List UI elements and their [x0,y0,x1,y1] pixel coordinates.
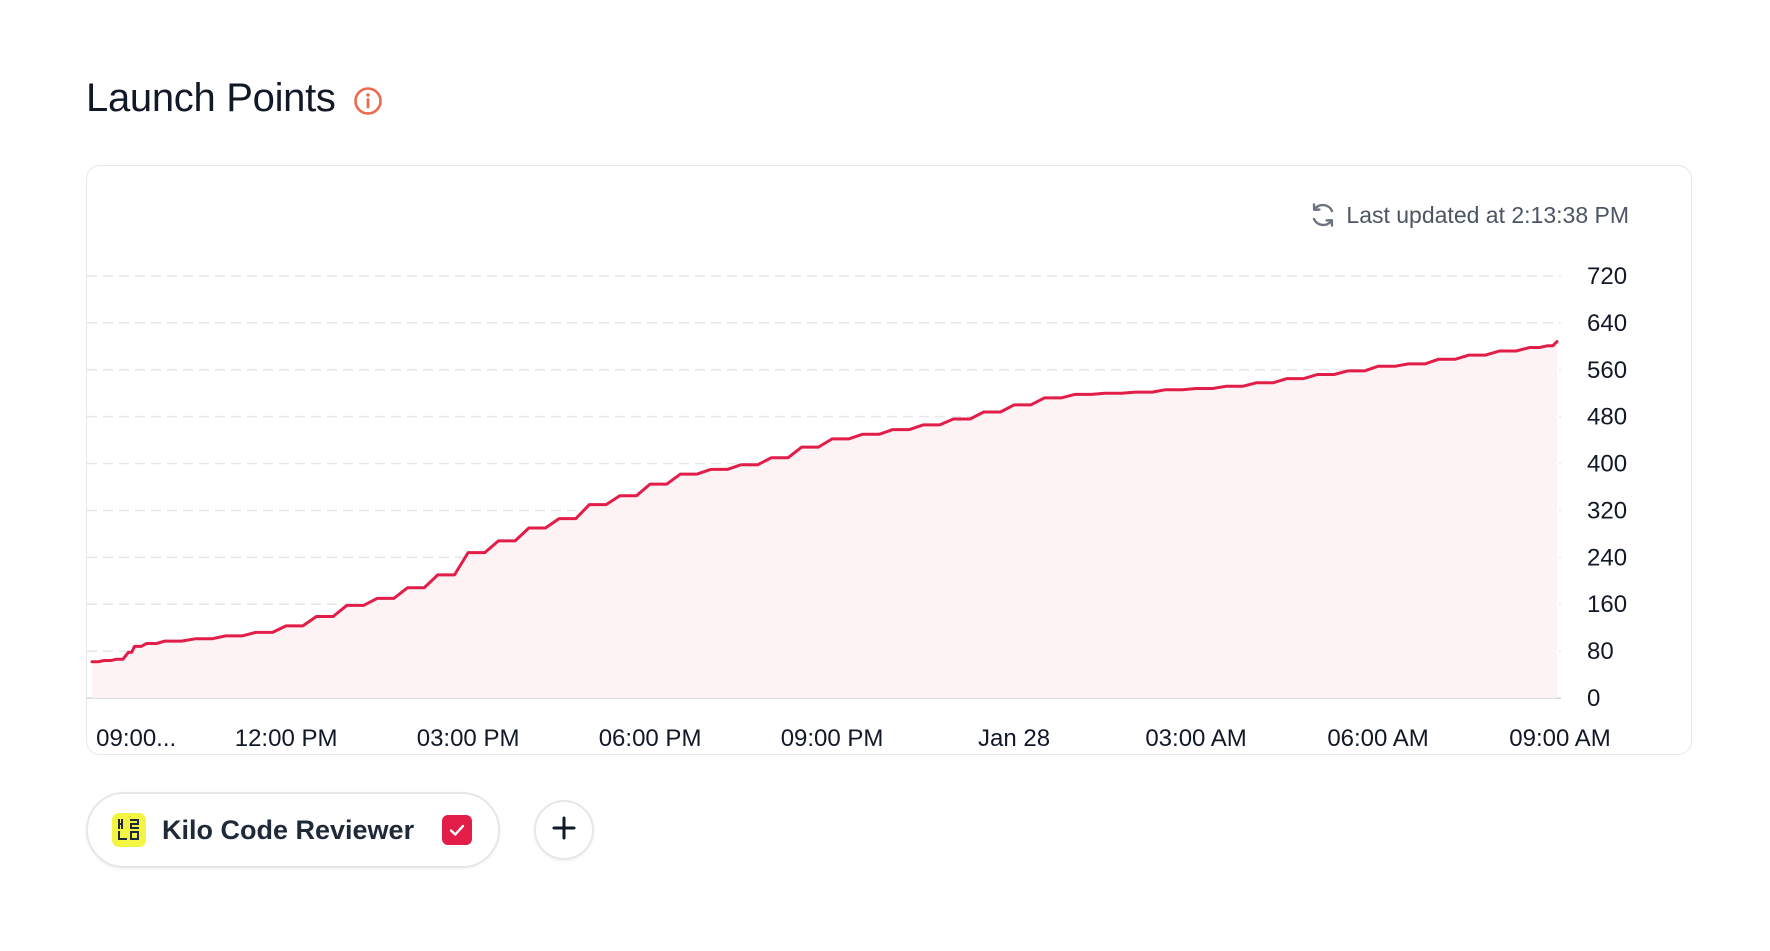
x-tick-label: 12:00 PM [235,725,338,752]
y-tick-label: 0 [1587,685,1600,712]
x-tick-label: Jan 28 [978,725,1050,752]
y-tick-label: 560 [1587,357,1627,384]
add-series-button[interactable] [534,800,595,860]
x-tick-label: 09:00 PM [781,725,884,752]
x-tick-label: 06:00 AM [1327,725,1428,752]
check-icon[interactable] [442,815,473,845]
x-tick-label: 03:00 PM [417,725,520,752]
page-title: Launch Points [86,76,336,120]
plus-icon [550,814,578,847]
refresh-icon[interactable] [1308,200,1338,230]
x-tick-label: 09:00... [96,725,176,752]
y-tick-label: 320 [1587,497,1627,524]
line-chart: 0 80 160 240 320 400 480 560 640 720 09:00... 12:00… [87,263,1627,752]
x-tick-label: 03:00 AM [1145,725,1246,752]
y-tick-label: 400 [1587,451,1627,478]
series-area [92,341,1557,698]
x-tick-label: 09:00 AM [1509,725,1610,752]
series-line [90,340,1559,664]
kilo-logo-icon [112,813,146,847]
chart-card: Last updated at 2:13:38 PM 0 80 160 240 320 4… [86,165,1692,755]
legend-chips: Kilo Code Reviewer [86,792,595,868]
y-tick-label: 720 [1587,263,1627,290]
x-tick-label: 06:00 PM [599,725,702,752]
y-tick-label: 640 [1587,310,1627,337]
last-updated: Last updated at 2:13:38 PM [1308,200,1629,230]
y-tick-label: 160 [1587,591,1627,618]
y-tick-label: 240 [1587,544,1627,571]
y-tick-label: 80 [1587,638,1614,665]
page-header: Launch Points [86,76,384,121]
info-icon[interactable] [352,85,384,117]
last-updated-text: Last updated at 2:13:38 PM [1346,201,1629,228]
y-tick-label: 480 [1587,404,1627,431]
series-chip-label: Kilo Code Reviewer [162,814,415,845]
series-chip-kilo-code-reviewer[interactable]: Kilo Code Reviewer [86,792,501,868]
